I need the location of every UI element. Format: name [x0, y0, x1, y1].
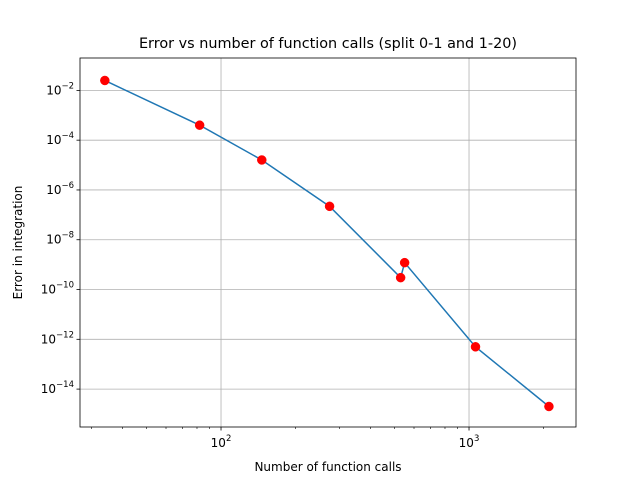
x-axis-label: Number of function calls [254, 460, 401, 474]
x-tick-label: 103 [459, 434, 480, 450]
data-point [194, 120, 205, 130]
data-series [100, 75, 554, 412]
y-tick-label: 10−12 [41, 330, 74, 346]
data-point [399, 257, 410, 268]
y-tick-label: 10−10 [41, 281, 74, 297]
y-axis-ticks: 10−2 10−4 10−6 10−8 10−10 10−12 10−14 [41, 81, 80, 396]
y-tick-label: 10−4 [46, 131, 74, 147]
data-point [257, 155, 267, 165]
data-point [395, 272, 406, 283]
data-point [324, 201, 335, 212]
x-tick-label: 102 [211, 434, 232, 450]
y-tick-label: 10−6 [46, 181, 74, 197]
y-axis-label: Error in integration [11, 186, 25, 300]
series-line [104, 79, 550, 408]
y-tick-label: 10−14 [41, 380, 74, 396]
data-point [544, 401, 554, 412]
data-point [100, 75, 110, 86]
data-point [470, 342, 481, 352]
chart-title: Error vs number of function calls (split… [139, 36, 517, 52]
grid-lines [80, 58, 576, 427]
x-axis-ticks: 102 103 [211, 427, 480, 450]
plot-frame [79, 57, 577, 428]
y-tick-label: 10−8 [46, 231, 74, 247]
y-tick-label: 10−2 [46, 81, 74, 97]
